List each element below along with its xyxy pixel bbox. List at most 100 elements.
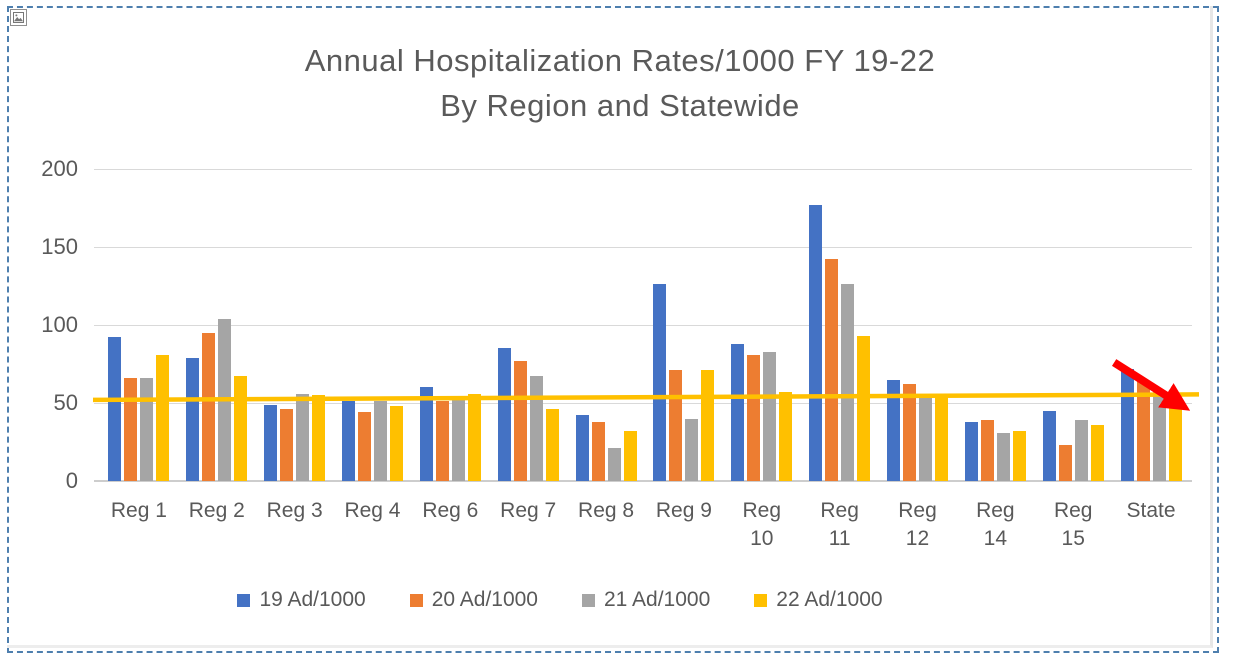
bar-reg-15-19-ad-1000 bbox=[1043, 411, 1056, 481]
chart-title-line2: By Region and Statewide bbox=[440, 88, 800, 123]
bar-reg-6-21-ad-1000 bbox=[452, 400, 465, 481]
y-axis-tick-label: 50 bbox=[53, 390, 78, 415]
bar-reg-3-19-ad-1000 bbox=[264, 405, 277, 481]
bar-reg-9-21-ad-1000 bbox=[685, 419, 698, 481]
picture-icon bbox=[10, 9, 27, 26]
bar-reg-12-19-ad-1000 bbox=[887, 380, 900, 481]
bar-reg-7-20-ad-1000 bbox=[514, 361, 527, 481]
x-axis-tick-label: Reg 7 bbox=[500, 499, 557, 522]
legend-item: 21 Ad/1000 bbox=[582, 588, 710, 612]
picture-icon-glyph bbox=[13, 12, 24, 23]
bar-reg-9-22-ad-1000 bbox=[701, 370, 714, 481]
bar-reg-2-19-ad-1000 bbox=[186, 358, 199, 481]
chart-title: Annual Hospitalization Rates/1000 FY 19-… bbox=[0, 38, 1234, 128]
bar-reg-4-19-ad-1000 bbox=[342, 401, 355, 481]
x-axis-tick-label: Reg 4 bbox=[344, 499, 401, 522]
chart-legend: 19 Ad/1000 20 Ad/1000 21 Ad/1000 22 Ad/1000 bbox=[0, 588, 1120, 612]
y-axis-tick-label: 150 bbox=[41, 234, 78, 259]
bar-reg-15-21-ad-1000 bbox=[1075, 420, 1088, 481]
bar-reg-12-22-ad-1000 bbox=[935, 395, 948, 481]
legend-swatch bbox=[754, 593, 768, 607]
bar-reg-2-20-ad-1000 bbox=[202, 333, 215, 481]
bar-reg-8-20-ad-1000 bbox=[592, 422, 605, 481]
bar-reg-4-20-ad-1000 bbox=[358, 412, 371, 481]
bar-reg-4-21-ad-1000 bbox=[374, 401, 387, 481]
bar-reg-3-22-ad-1000 bbox=[312, 395, 325, 481]
bar-reg-7-22-ad-1000 bbox=[546, 409, 559, 481]
x-axis-tick-label: Reg 8 bbox=[578, 499, 635, 522]
bar-reg-10-21-ad-1000 bbox=[763, 352, 776, 481]
x-axis-tick-label: Reg 11 bbox=[820, 499, 859, 550]
bar-reg-12-20-ad-1000 bbox=[903, 384, 916, 481]
bar-reg-7-21-ad-1000 bbox=[530, 376, 543, 481]
legend-swatch bbox=[409, 593, 423, 607]
x-axis-tick-label: Reg 10 bbox=[742, 499, 782, 550]
bar-reg-1-20-ad-1000 bbox=[124, 378, 137, 481]
gridline-200 bbox=[94, 169, 1192, 170]
x-axis-tick-label: Reg 6 bbox=[422, 499, 479, 522]
bar-reg-8-19-ad-1000 bbox=[576, 415, 589, 481]
bar-state-19-ad-1000 bbox=[1121, 369, 1134, 481]
x-axis-tick-label: Reg 1 bbox=[110, 499, 167, 522]
bar-reg-10-22-ad-1000 bbox=[779, 392, 792, 481]
x-axis-tick-label: Reg 14 bbox=[976, 499, 1015, 550]
bar-reg-9-20-ad-1000 bbox=[669, 370, 682, 481]
gridline-50 bbox=[94, 403, 1192, 404]
bar-state-21-ad-1000 bbox=[1153, 391, 1166, 481]
legend-item: 20 Ad/1000 bbox=[409, 588, 538, 612]
bar-reg-11-19-ad-1000 bbox=[809, 205, 822, 481]
bar-reg-6-19-ad-1000 bbox=[420, 387, 433, 481]
bar-reg-1-19-ad-1000 bbox=[108, 337, 121, 481]
x-axis-tick-label: Reg 12 bbox=[898, 499, 937, 550]
bar-state-22-ad-1000 bbox=[1169, 394, 1182, 481]
x-axis-tick-label: Reg 9 bbox=[655, 499, 712, 522]
y-axis-tick-label: 100 bbox=[41, 312, 78, 337]
bar-reg-2-21-ad-1000 bbox=[218, 319, 231, 481]
x-axis-baseline bbox=[94, 480, 1192, 482]
x-axis-tick-label: State bbox=[1126, 499, 1176, 522]
legend-item: 19 Ad/1000 bbox=[237, 588, 366, 612]
bar-reg-14-20-ad-1000 bbox=[981, 420, 994, 481]
legend-swatch bbox=[582, 593, 595, 607]
bar-reg-2-22-ad-1000 bbox=[234, 376, 247, 481]
bar-reg-15-20-ad-1000 bbox=[1059, 445, 1072, 481]
bar-reg-10-19-ad-1000 bbox=[731, 344, 744, 481]
gridline-150 bbox=[94, 247, 1192, 248]
bar-reg-8-22-ad-1000 bbox=[624, 431, 637, 481]
y-axis-tick-label: 0 bbox=[65, 468, 78, 493]
bar-reg-8-21-ad-1000 bbox=[608, 448, 621, 481]
bar-reg-6-22-ad-1000 bbox=[468, 394, 481, 481]
bar-reg-1-22-ad-1000 bbox=[156, 355, 169, 481]
bar-reg-3-21-ad-1000 bbox=[296, 394, 309, 481]
bar-state-20-ad-1000 bbox=[1137, 381, 1150, 481]
legend-label: 21 Ad/1000 bbox=[604, 588, 711, 611]
bar-reg-9-19-ad-1000 bbox=[653, 284, 666, 481]
x-axis-tick-label: Reg 3 bbox=[266, 499, 323, 522]
bar-reg-11-21-ad-1000 bbox=[841, 284, 854, 481]
bar-reg-3-20-ad-1000 bbox=[280, 409, 293, 481]
bar-reg-11-20-ad-1000 bbox=[825, 259, 838, 481]
bar-reg-1-21-ad-1000 bbox=[140, 378, 153, 481]
bar-reg-14-19-ad-1000 bbox=[965, 422, 978, 481]
bar-reg-14-21-ad-1000 bbox=[997, 433, 1010, 481]
bar-reg-6-20-ad-1000 bbox=[436, 401, 449, 481]
bar-reg-12-21-ad-1000 bbox=[919, 397, 932, 481]
legend-label: 19 Ad/1000 bbox=[259, 588, 366, 611]
gridline-100 bbox=[94, 325, 1192, 326]
bar-reg-15-22-ad-1000 bbox=[1091, 425, 1104, 481]
legend-label: 20 Ad/1000 bbox=[431, 588, 538, 611]
bar-reg-4-22-ad-1000 bbox=[390, 406, 403, 481]
legend-swatch bbox=[237, 593, 251, 607]
legend-label: 22 Ad/1000 bbox=[776, 588, 883, 611]
bar-reg-7-19-ad-1000 bbox=[498, 348, 511, 481]
image-selection-border[interactable] bbox=[7, 6, 1219, 653]
x-axis-tick-label: Reg 2 bbox=[188, 499, 245, 522]
bar-reg-10-20-ad-1000 bbox=[747, 355, 760, 481]
chart-title-line1: Annual Hospitalization Rates/1000 FY 19-… bbox=[304, 43, 936, 78]
bar-reg-11-22-ad-1000 bbox=[857, 336, 870, 481]
y-axis-tick-label: 200 bbox=[41, 156, 78, 181]
x-axis-tick-label: Reg 15 bbox=[1053, 499, 1093, 550]
